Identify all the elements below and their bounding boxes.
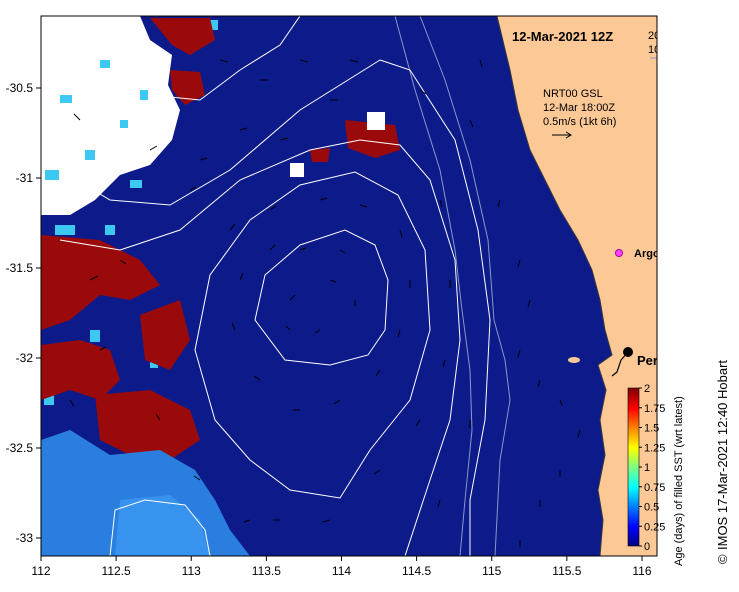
colorbar-tick-label: 0.25 <box>644 521 665 533</box>
y-tick-label: -31 <box>16 171 34 185</box>
perth-marker: Perth <box>611 347 670 377</box>
blue-filled-region-2 <box>115 495 210 556</box>
x-tick-label: 115.5 <box>552 564 581 578</box>
y-tick-label: -31.5 <box>6 261 34 275</box>
x-tick-label: 113 <box>182 564 201 578</box>
plot-frame <box>40 15 658 557</box>
argo-label: Argo <box>634 248 660 260</box>
depth-legend: 200m 1000m <box>648 30 682 59</box>
colorbar-tick-label: 2 <box>644 383 650 395</box>
x-tick-label: 116 <box>632 564 651 578</box>
colorbar-tick-label: 1.75 <box>644 403 665 415</box>
colorbar-title: Age (days) of filled SST (wrt latest) <box>673 396 685 566</box>
ssh-contours <box>59 16 491 556</box>
y-tick-label: -30.5 <box>6 81 34 95</box>
colorbar-tick-label: 0.75 <box>644 482 665 494</box>
colorbar-tick-label: 1 <box>644 462 650 474</box>
current-vectors <box>69 59 581 547</box>
y-tick-label: -32.5 <box>6 441 34 455</box>
rottnest-island <box>568 357 580 363</box>
colorbar-tick-label: 1.5 <box>644 423 659 435</box>
x-tick-label: 114 <box>332 564 351 578</box>
cloud-gap-region <box>41 16 180 215</box>
y-tick-label: -33 <box>16 531 34 545</box>
credit-text: IMOS 17-Mar-2021 12:40 Hobart <box>715 360 730 550</box>
x-tick-label: 114.5 <box>402 564 431 578</box>
y-axis: -30.5 -31 -31.5 -32 -32.5 -33 <box>6 81 41 545</box>
x-tick-label: 113.5 <box>252 564 281 578</box>
current-info-source: NRT00 GSL <box>543 88 603 100</box>
cloud-patch-2 <box>290 163 304 177</box>
depth-legend-1000m: 1000m <box>648 44 682 56</box>
colorbar-tick-label: 1.25 <box>644 442 665 454</box>
current-info-scale: 0.5m/s (1kt 6h) <box>543 116 616 128</box>
perth-label: Perth <box>637 353 670 368</box>
land-area <box>496 16 657 556</box>
isobath-1000m <box>394 16 473 556</box>
colorbar-ramp <box>627 387 640 547</box>
x-tick-label: 112 <box>31 564 50 578</box>
colorbar-ticks: 2 1.75 1.5 1.25 1 0.75 0.5 0.25 0 <box>639 383 665 553</box>
colorbar: 2 1.75 1.5 1.25 1 0.75 0.5 0.25 0 Age (days) of … <box>627 383 685 566</box>
x-axis: 112 112.5 113 113.5 114 114.5 115 115.5 116 <box>31 556 652 578</box>
argo-marker: Argo <box>615 248 660 260</box>
colorbar-tick-label: 0.5 <box>644 502 659 514</box>
current-info-time: 12-Mar 18:00Z <box>543 102 615 114</box>
x-tick-label: 112.5 <box>102 564 131 578</box>
colorbar-tick-label: 0 <box>644 541 650 553</box>
scale-arrow-icon <box>552 131 572 139</box>
isobath-200m <box>419 16 511 556</box>
x-tick-label: 115 <box>482 564 501 578</box>
current-info: NRT00 GSL 12-Mar 18:00Z 0.5m/s (1kt 6h) <box>543 88 616 139</box>
copyright-icon: © <box>715 554 730 564</box>
depth-legend-200m: 200m <box>648 30 676 42</box>
map-title: 12-Mar-2021 12Z <box>512 29 613 44</box>
y-tick-label: -32 <box>16 351 34 365</box>
cloud-patch <box>367 112 385 130</box>
